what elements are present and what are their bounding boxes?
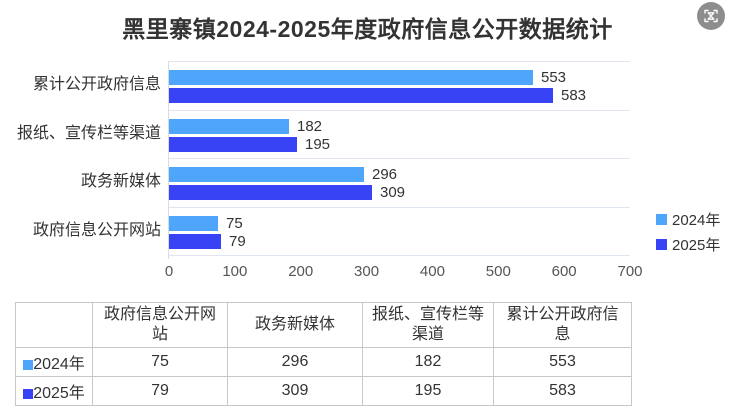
x-axis-tick-label: 600 <box>551 263 577 280</box>
grid-line <box>168 207 630 208</box>
table-value-cell: 296 <box>227 347 363 377</box>
bar-2024年[interactable] <box>169 119 289 134</box>
table-value-cell: 309 <box>227 376 363 406</box>
grid-line <box>168 110 630 111</box>
value-label: 583 <box>561 87 587 104</box>
table-value-cell: 75 <box>92 347 228 377</box>
table-row: 2025年 79 309 195 583 <box>15 376 632 406</box>
table-value-cell: 583 <box>493 376 632 406</box>
table-value-cell: 182 <box>362 347 494 377</box>
grid-line <box>168 158 630 159</box>
x-axis-line <box>168 255 630 256</box>
value-label: 182 <box>297 118 323 135</box>
page-title: 黑里寨镇2024-2025年度政府信息公开数据统计 <box>122 16 613 42</box>
value-label: 79 <box>229 233 246 250</box>
series-name: 2024年 <box>33 356 85 373</box>
bar-2024年[interactable] <box>169 70 533 85</box>
bar-2025年[interactable] <box>169 185 372 200</box>
category-label: 报纸、宣传栏等渠道 <box>16 125 161 142</box>
bar-2025年[interactable] <box>169 137 297 152</box>
table-row-label: 2025年 <box>15 376 93 406</box>
table-column-header: 报纸、宣传栏等渠道 <box>362 302 494 348</box>
table-row: 2024年 75 296 182 553 <box>15 347 632 377</box>
table-row-label: 2024年 <box>15 347 93 377</box>
table-value-cell: 79 <box>92 376 228 406</box>
table-corner-cell <box>15 302 93 348</box>
x-axis-tick-label: 200 <box>288 263 314 280</box>
bar-2025年[interactable] <box>169 88 553 103</box>
table-header-row: 政府信息公开网站 政务新媒体 报纸、宣传栏等渠道 累计公开政府信息 <box>15 302 632 348</box>
category-label: 政务新媒体 <box>80 173 161 190</box>
data-table: 政府信息公开网站 政务新媒体 报纸、宣传栏等渠道 累计公开政府信息 2024年 75 296… <box>15 302 632 406</box>
chart-legend: 2024年 2025年 <box>656 207 720 257</box>
value-label: 75 <box>226 215 243 232</box>
data-table-wrap: 政府信息公开网站 政务新媒体 报纸、宣传栏等渠道 累计公开政府信息 2024年 75 296… <box>15 302 632 406</box>
table-column-header: 政务新媒体 <box>227 302 363 348</box>
bar-2024年[interactable] <box>169 167 364 182</box>
x-axis-tick-label: 100 <box>222 263 248 280</box>
table-column-header: 累计公开政府信息 <box>493 302 632 348</box>
value-label: 296 <box>372 166 398 183</box>
series-swatch <box>23 360 34 370</box>
table-column-header: 政府信息公开网站 <box>92 302 228 348</box>
legend-swatch <box>656 214 667 225</box>
legend-label: 2025年 <box>672 237 721 254</box>
x-axis-tick-label: 0 <box>164 263 174 280</box>
bar-chart: 累计公开政府信息 553 583 报纸、宣传栏等渠道 182 195 政务新媒体 296 309… <box>16 61 643 280</box>
legend-swatch <box>656 239 667 250</box>
category-label: 累计公开政府信息 <box>32 76 161 93</box>
series-name: 2025年 <box>33 385 85 402</box>
x-axis-tick-label: 700 <box>617 263 643 280</box>
series-swatch <box>23 389 34 399</box>
legend-label: 2024年 <box>672 212 721 229</box>
y-axis-line <box>168 61 169 259</box>
x-axis-tick-label: 400 <box>419 263 445 280</box>
toolbox-button[interactable] <box>697 2 725 30</box>
value-label: 309 <box>380 184 406 201</box>
table-value-cell: 553 <box>493 347 632 377</box>
focus-frame-icon <box>703 8 719 24</box>
category-label: 政府信息公开网站 <box>32 222 161 239</box>
value-label: 195 <box>305 136 331 153</box>
value-label: 553 <box>541 69 567 86</box>
x-axis-tick-label: 300 <box>354 263 380 280</box>
table-value-cell: 195 <box>362 376 494 406</box>
legend-item-2024年[interactable]: 2024年 <box>656 207 720 232</box>
x-axis-tick-label: 500 <box>485 263 511 280</box>
bar-2025年[interactable] <box>169 234 221 249</box>
grid-line <box>168 61 630 62</box>
legend-item-2025年[interactable]: 2025年 <box>656 232 720 257</box>
bar-2024年[interactable] <box>169 216 218 231</box>
